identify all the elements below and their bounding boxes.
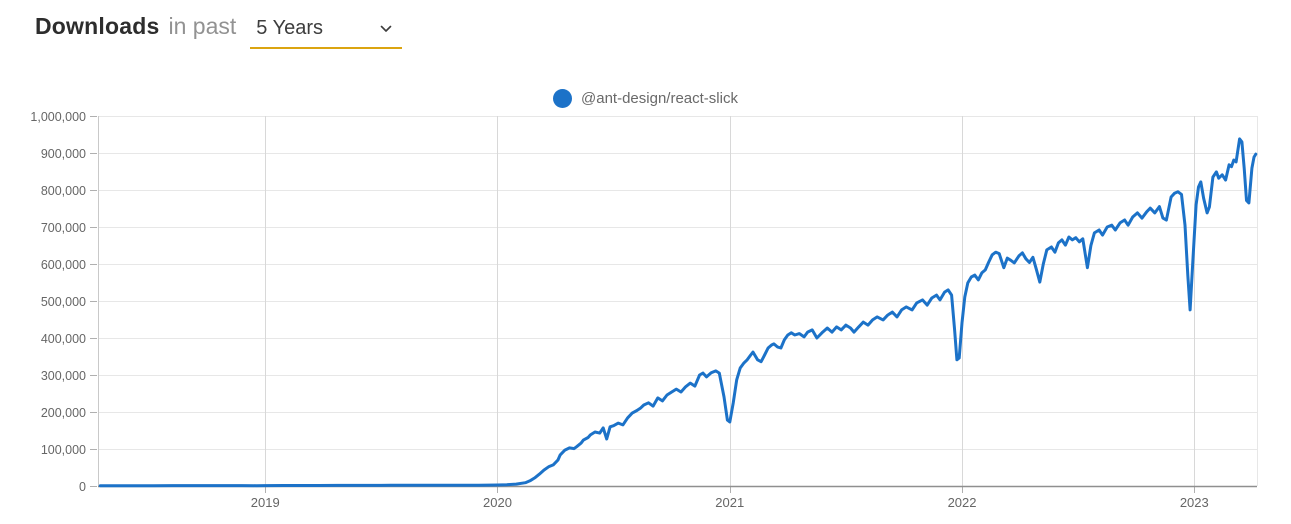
y-axis-tick-label: 200,000: [41, 406, 86, 420]
y-axis-tick-label: 400,000: [41, 332, 86, 346]
legend: @ant-design/react-slick: [0, 89, 1291, 108]
time-range-value: 5 Years: [256, 17, 323, 39]
page-title: Downloads: [35, 13, 160, 39]
y-axis-tick-label: 600,000: [41, 258, 86, 272]
legend-dot-icon: [553, 89, 573, 108]
x-axis-tick-label: 2023: [1180, 495, 1209, 510]
page-subtitle: in past: [168, 13, 237, 39]
y-axis-tick-label: 1,000,000: [30, 110, 86, 124]
legend-label: @ant-design/react-slick: [581, 90, 738, 107]
series-line-ant-design-react-slick: [98, 137, 1258, 488]
x-axis-tick-label: 2019: [251, 495, 280, 510]
chevron-down-icon: [380, 25, 392, 32]
legend-item[interactable]: @ant-design/react-slick: [553, 89, 738, 108]
y-axis-tick-label: 0: [79, 480, 86, 494]
time-range-select[interactable]: 5 Years: [250, 17, 403, 49]
x-axis-tick-label: 2021: [715, 495, 744, 510]
x-axis-tick-label: 2022: [948, 495, 977, 510]
y-axis-tick-label: 500,000: [41, 295, 86, 309]
y-axis-tick-label: 700,000: [41, 221, 86, 235]
x-axis-tick-label: 2020: [483, 495, 512, 510]
y-axis-tick-label: 300,000: [41, 369, 86, 383]
chart-header: Downloads in past 5 Years: [35, 13, 403, 49]
y-axis-tick-label: 900,000: [41, 147, 86, 161]
y-axis-tick-label: 100,000: [41, 443, 86, 457]
y-axis-tick-label: 800,000: [41, 184, 86, 198]
